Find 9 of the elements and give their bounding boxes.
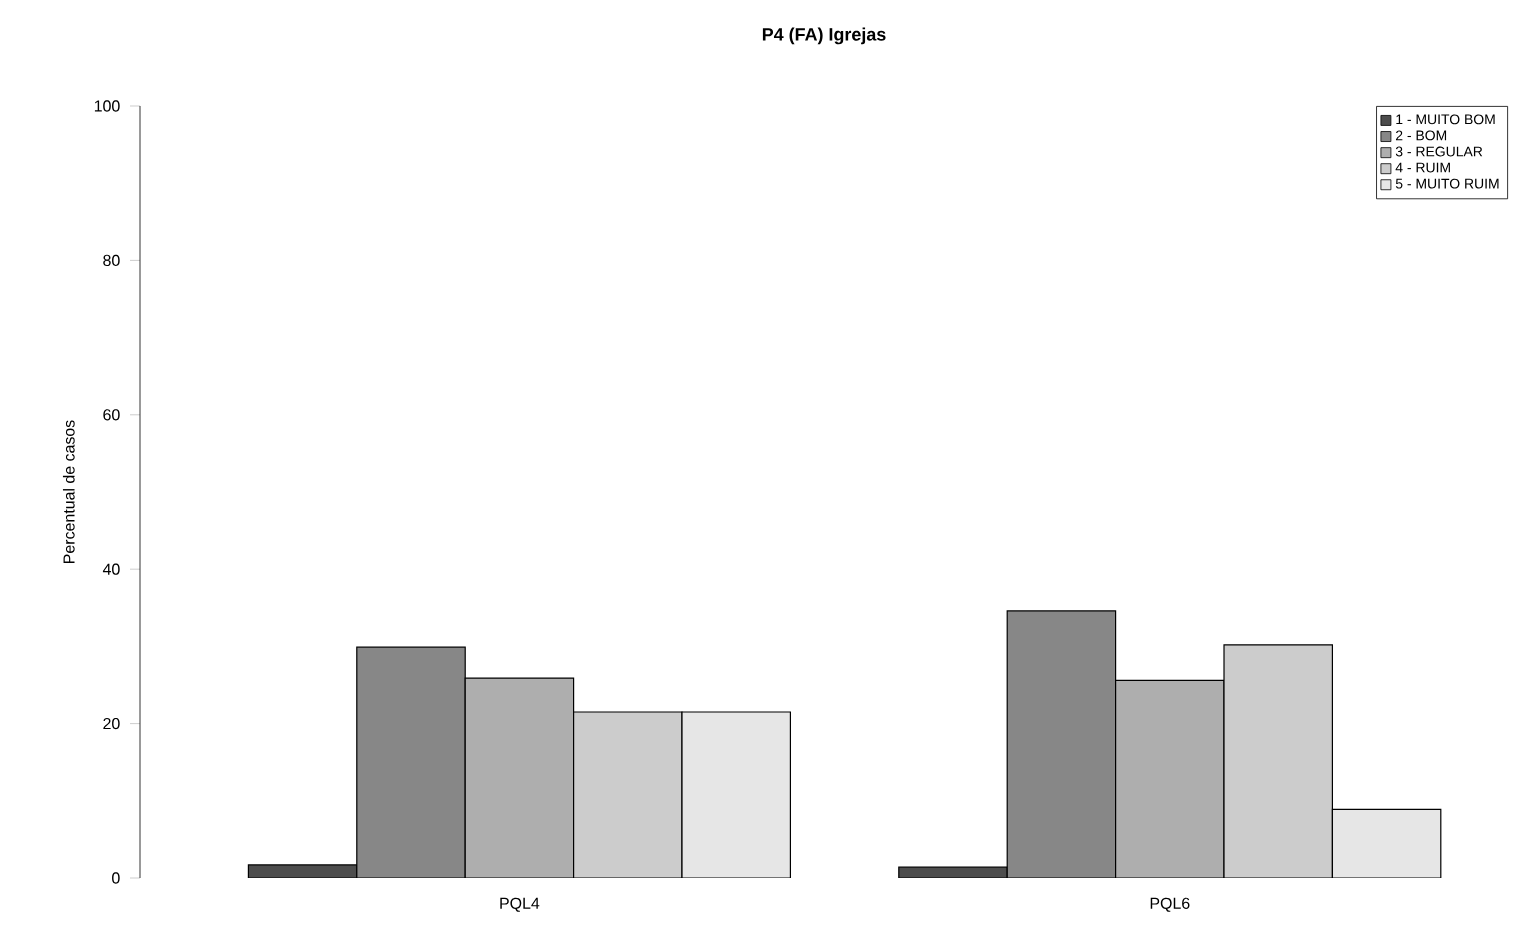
bar <box>1115 679 1225 878</box>
bar <box>1006 610 1117 878</box>
chart-title: P4 (FA) Igrejas <box>762 27 886 45</box>
bar <box>573 711 683 878</box>
bar <box>681 711 792 878</box>
bar <box>1223 644 1334 878</box>
bar <box>356 646 466 878</box>
bar <box>1331 808 1442 878</box>
bar <box>464 677 575 878</box>
